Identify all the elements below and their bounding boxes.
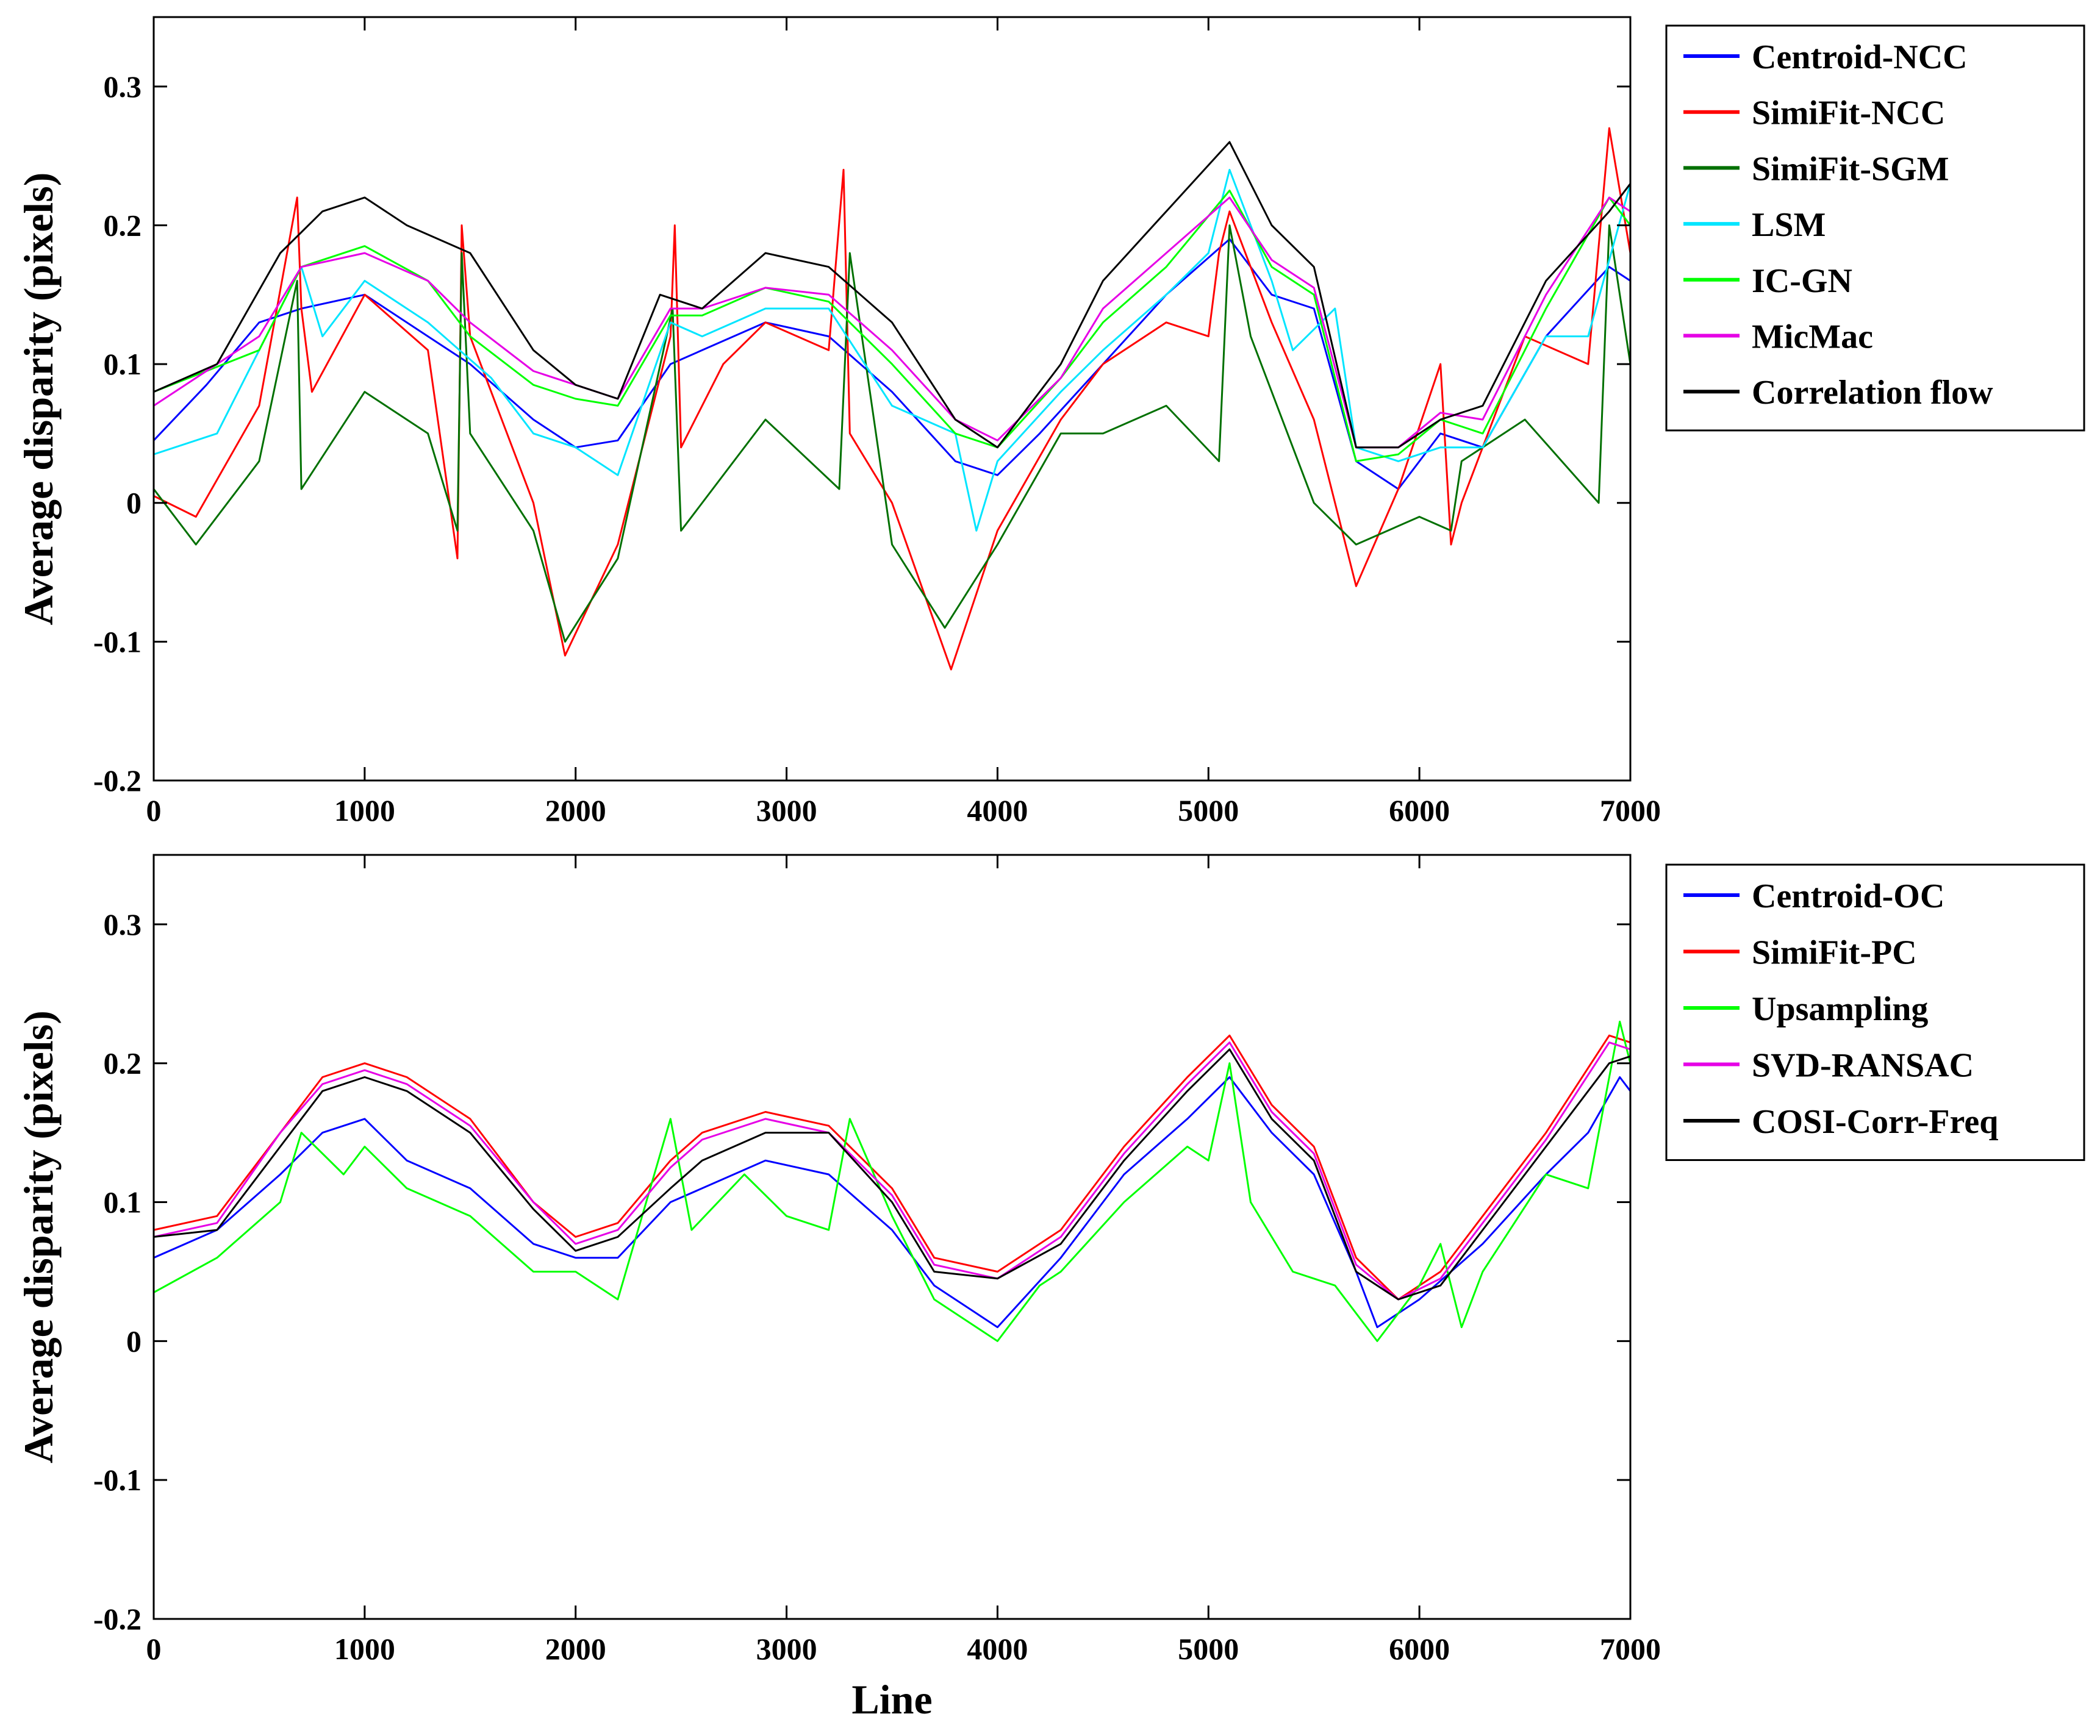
legend-box bbox=[1665, 24, 2085, 432]
y-tick-label: 0.1 bbox=[104, 347, 142, 381]
x-tick-label: 3000 bbox=[756, 793, 817, 827]
plot-area bbox=[154, 17, 1630, 780]
chart-panel-2: 0 1000 2000 3000 4000 5000 6000 7000 -0.2 -0.1 0 0.… bbox=[15, 854, 2085, 1723]
legend-label: MicMac bbox=[1752, 318, 1873, 356]
legend-label: Correlation flow bbox=[1752, 374, 1993, 412]
x-tick-label: 6000 bbox=[1389, 1632, 1450, 1666]
series-line-lsm bbox=[153, 168, 1632, 532]
legend-box bbox=[1665, 863, 2085, 1161]
series-line-simifit-ncc bbox=[153, 127, 1632, 671]
series-line-ic-gn bbox=[153, 190, 1632, 462]
series-line-centroid-ncc bbox=[152, 238, 1631, 490]
y-tick-label: 0.3 bbox=[104, 70, 142, 104]
legend-label: SimiFit-PC bbox=[1752, 934, 1917, 972]
x-tick-label: 7000 bbox=[1600, 793, 1661, 827]
y-tick-label: -0.1 bbox=[93, 624, 142, 659]
x-tick-label: 0 bbox=[146, 793, 162, 827]
legend-label: SVD-RANSAC bbox=[1752, 1047, 1974, 1085]
y-tick-label: 0.2 bbox=[104, 208, 142, 242]
y-axis-title: Average disparity (pixels) bbox=[15, 173, 62, 626]
x-tick-label: 2000 bbox=[545, 793, 606, 827]
legend: Centroid-NCC SimiFit-NCC SimiFit-SGM LSM IC-… bbox=[1665, 24, 2085, 432]
legend-label: SimiFit-NCC bbox=[1752, 95, 1945, 132]
series-line-upsampling bbox=[153, 1020, 1632, 1342]
plot-area bbox=[154, 855, 1630, 1619]
legend-label: LSM bbox=[1752, 206, 1826, 244]
x-tick-label: 3000 bbox=[756, 1632, 817, 1666]
y-tick-label: 0.2 bbox=[104, 1046, 142, 1081]
x-tick-label: 1000 bbox=[334, 1632, 395, 1666]
y-tick-label: 0 bbox=[126, 486, 142, 520]
legend-label: Centroid-NCC bbox=[1752, 38, 1968, 76]
axes-frame bbox=[152, 16, 1632, 782]
y-tick-label: -0.1 bbox=[93, 1463, 142, 1497]
x-tick-label: 1000 bbox=[334, 793, 395, 827]
x-tick-label: 6000 bbox=[1389, 793, 1450, 827]
legend-label: IC-GN bbox=[1752, 262, 1852, 300]
y-tick-label: 0.1 bbox=[104, 1185, 142, 1220]
x-axis-title: Line bbox=[851, 1676, 932, 1723]
series-line-simifit-pc bbox=[153, 1034, 1631, 1301]
legend-label: COSI-Corr-Freq bbox=[1752, 1103, 1998, 1141]
axes-frame bbox=[152, 854, 1632, 1620]
series-line-simifit-sgm bbox=[152, 224, 1632, 643]
series-line-centroid-oc bbox=[153, 1076, 1632, 1329]
x-tick-label: 4000 bbox=[967, 793, 1028, 827]
legend-label: SimiFit-SGM bbox=[1752, 150, 1949, 188]
x-tick-label: 4000 bbox=[967, 1632, 1028, 1666]
y-tick-label: -0.2 bbox=[93, 763, 142, 798]
x-tick-label: 5000 bbox=[1178, 793, 1239, 827]
y-tick-label: 0 bbox=[126, 1324, 142, 1358]
legend-label: Upsampling bbox=[1752, 990, 1928, 1028]
series-line-cosi-corr-freq bbox=[153, 1048, 1631, 1301]
x-tick-label: 5000 bbox=[1178, 1632, 1239, 1666]
x-tick-label: 0 bbox=[146, 1632, 162, 1666]
x-tick-label: 2000 bbox=[545, 1632, 606, 1666]
legend-label: Centroid-OC bbox=[1752, 877, 1944, 915]
series-line-correlation-flow bbox=[153, 141, 1632, 449]
x-tick-label: 7000 bbox=[1600, 1632, 1661, 1666]
y-tick-label: 0.3 bbox=[104, 907, 142, 941]
y-tick-label: -0.2 bbox=[93, 1602, 142, 1636]
legend: Centroid-OC SimiFit-PC Upsampling SVD-RANSA… bbox=[1665, 863, 2085, 1161]
series-line-svd-ransac bbox=[153, 1041, 1631, 1301]
chart-panel-1: 0 1000 2000 3000 4000 5000 6000 7000 -0.2 -0.1 0 0.… bbox=[15, 16, 2085, 827]
y-axis-title: Average disparity (pixels) bbox=[15, 1010, 62, 1463]
